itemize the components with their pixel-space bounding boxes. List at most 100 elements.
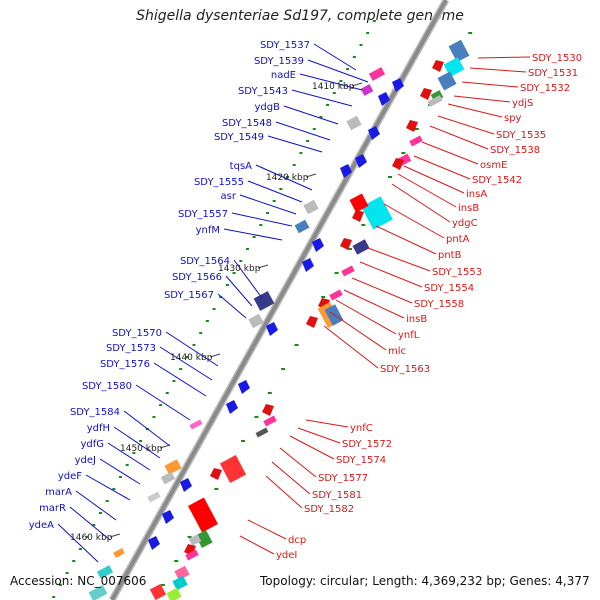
genome-backbone	[110, 0, 448, 600]
right-gene-label: SDY_1563	[380, 364, 430, 375]
right-leader-line	[397, 173, 457, 208]
left-leader-line	[267, 135, 323, 153]
right-leader-line	[429, 125, 489, 150]
kbp-tick-mark	[351, 82, 363, 87]
left-gene-label: ydfH	[87, 423, 110, 434]
track-tick	[239, 260, 243, 262]
gene-arrow	[306, 316, 318, 328]
left-gene-label: marR	[39, 503, 66, 514]
right-gene-label: SDY_1572	[342, 439, 392, 450]
left-gene-label: ydeF	[58, 471, 82, 482]
gene-feature	[113, 548, 125, 558]
left-leader-line	[225, 275, 253, 307]
gene-arrow	[148, 536, 160, 550]
left-leader-line	[291, 89, 353, 107]
right-gene-label: SDY_1530	[532, 53, 582, 64]
gene-feature	[346, 115, 362, 131]
gene-arrow	[378, 92, 390, 106]
right-gene-label: spy	[504, 113, 522, 124]
kbp-tick-mark	[257, 264, 269, 269]
gene-arrow	[340, 164, 352, 178]
track-tick	[165, 392, 169, 394]
left-leader-line	[255, 164, 313, 191]
track-tick	[299, 152, 303, 154]
track-tick	[259, 224, 263, 226]
right-gene-label: insB	[458, 203, 479, 214]
track-tick	[85, 536, 89, 538]
gene-feature	[349, 193, 369, 213]
right-leader-line	[323, 325, 379, 369]
track-tick	[159, 404, 163, 406]
right-leader-line	[375, 225, 437, 255]
right-leader-line	[403, 165, 465, 194]
left-leader-line	[135, 384, 191, 421]
left-leader-line	[123, 410, 171, 447]
left-gene-label: SDY_1566	[172, 272, 222, 283]
gene-feature	[253, 291, 275, 311]
gene-feature	[195, 530, 213, 548]
left-leader-line	[107, 442, 151, 471]
right-leader-line	[359, 261, 423, 288]
left-leader-line	[313, 43, 357, 71]
left-gene-label: SDY_1548	[222, 118, 272, 129]
gene-arrow	[368, 126, 380, 140]
left-gene-label: SDY_1557	[178, 209, 228, 220]
gene-feature	[160, 471, 176, 485]
track-tick	[78, 548, 82, 550]
track-tick	[241, 440, 246, 442]
right-gene-label: SDY_1558	[414, 299, 464, 310]
right-gene-label: ydeI	[276, 550, 297, 561]
track-tick	[174, 560, 179, 562]
gene-arrow	[352, 210, 364, 222]
gene-feature	[360, 84, 374, 96]
right-gene-label: osmE	[480, 160, 507, 171]
left-gene-label: ydgB	[255, 102, 281, 113]
gene-arrow	[180, 478, 192, 492]
gene-arrow	[162, 510, 174, 524]
track-tick	[52, 596, 56, 598]
track-tick	[346, 68, 350, 70]
track-tick	[58, 584, 62, 586]
left-leader-line	[223, 228, 283, 241]
track-tick	[366, 32, 370, 34]
right-leader-line	[335, 299, 397, 335]
right-gene-label: SDY_1554	[424, 283, 474, 294]
gene-feature	[443, 57, 465, 77]
left-leader-line	[85, 474, 131, 501]
gene-feature	[172, 575, 188, 591]
gene-feature	[352, 239, 370, 255]
gene-feature	[368, 67, 386, 81]
track-tick	[347, 248, 352, 250]
track-tick	[272, 200, 276, 202]
track-tick	[139, 440, 143, 442]
track-tick	[232, 272, 236, 274]
left-gene-label: marA	[45, 487, 72, 498]
right-gene-label: ydgC	[452, 218, 478, 229]
right-gene-label: pntB	[438, 250, 462, 261]
right-gene-label: dcp	[288, 535, 306, 546]
kbp-tick-label: 1440 kbp	[170, 353, 213, 363]
track-tick	[212, 308, 216, 310]
gene-feature	[255, 427, 269, 438]
left-leader-line	[231, 212, 293, 227]
gene-arrow	[312, 238, 324, 252]
track-tick	[132, 452, 136, 454]
gene-feature	[147, 491, 161, 503]
left-gene-label: SDY_1580	[82, 381, 132, 392]
track-tick	[172, 380, 176, 382]
track-tick	[92, 524, 96, 526]
track-tick	[306, 140, 310, 142]
left-leader-line	[239, 194, 297, 215]
track-tick	[339, 80, 343, 82]
right-gene-label: SDY_1542	[472, 175, 522, 186]
gene-feature	[96, 565, 114, 579]
right-gene-label: ynfC	[350, 423, 373, 434]
left-gene-label: SDY_1567	[164, 290, 214, 301]
gene-feature	[427, 95, 443, 107]
kbp-tick-mark	[209, 353, 221, 358]
right-leader-line	[329, 311, 387, 351]
track-tick	[352, 56, 356, 58]
right-gene-label: SDY_1574	[336, 455, 386, 466]
gene-feature	[185, 549, 199, 561]
